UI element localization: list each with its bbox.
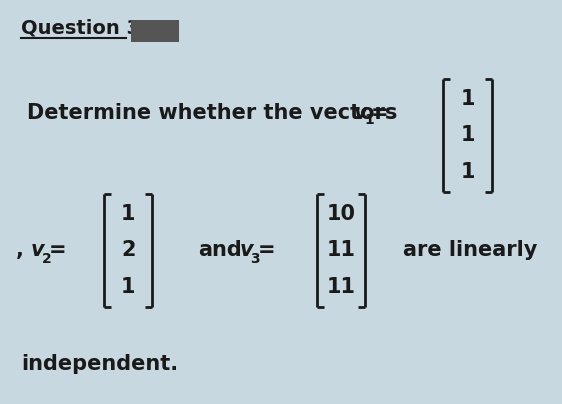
Text: ,: ,	[16, 240, 24, 261]
Text: 11: 11	[327, 240, 355, 261]
Text: 2: 2	[121, 240, 135, 261]
Text: 2: 2	[42, 252, 52, 266]
Text: Determine whether the vectors: Determine whether the vectors	[27, 103, 404, 123]
Text: 1: 1	[121, 277, 135, 297]
Text: 1: 1	[460, 125, 475, 145]
Text: 11: 11	[327, 277, 355, 297]
Text: v: v	[353, 103, 368, 123]
Text: 1: 1	[460, 162, 475, 182]
Text: and: and	[198, 240, 242, 261]
FancyBboxPatch shape	[131, 20, 179, 42]
Text: 3: 3	[251, 252, 260, 266]
Text: independent.: independent.	[21, 354, 179, 374]
Text: are linearly: are linearly	[404, 240, 538, 261]
Text: 1: 1	[121, 204, 135, 224]
Text: 1: 1	[460, 89, 475, 109]
Text: v: v	[239, 240, 253, 261]
Text: 1: 1	[364, 113, 374, 127]
Text: 10: 10	[327, 204, 355, 224]
Text: =: =	[370, 103, 388, 123]
Text: =: =	[49, 240, 67, 261]
Text: =: =	[257, 240, 275, 261]
Text: Question 3: Question 3	[21, 19, 140, 38]
Text: v: v	[31, 240, 44, 261]
